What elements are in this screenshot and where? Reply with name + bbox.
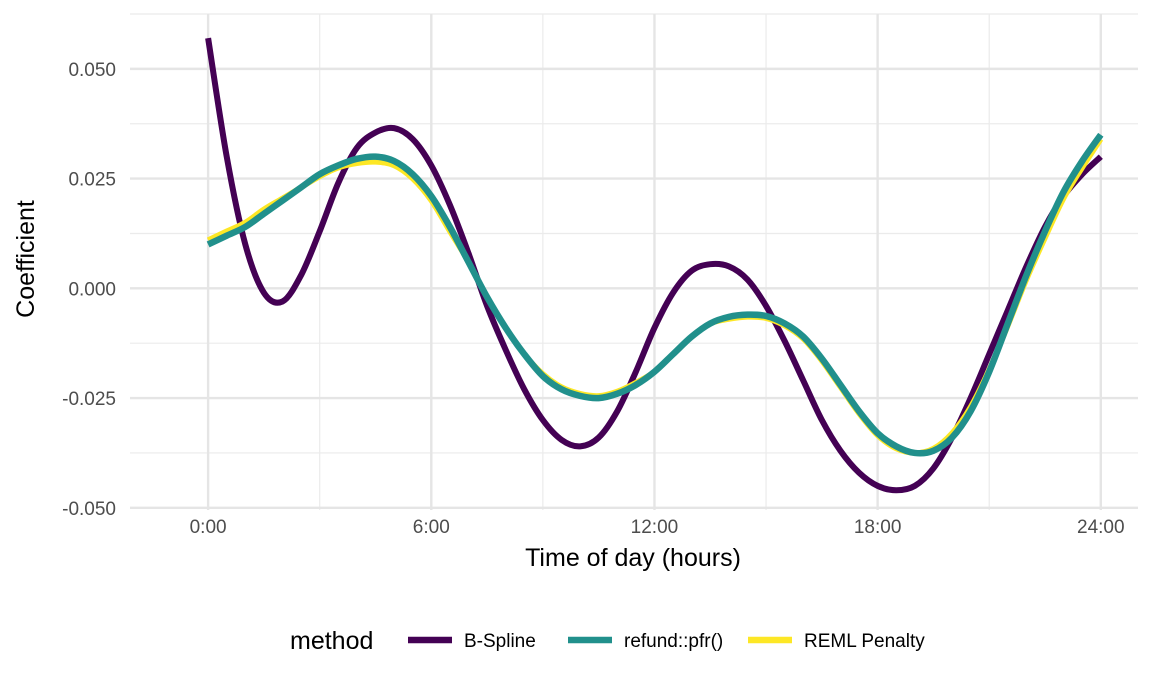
legend-label: REML Penalty <box>804 631 925 652</box>
y-tick-label: -0.050 <box>62 499 116 520</box>
legend: method B-Spline refund::pfr() REML Penalty <box>290 627 925 655</box>
minor-gridlines <box>130 13 1138 510</box>
y-axis-tick-labels: 0.050 0.025 0.000 -0.025 -0.050 <box>62 60 116 520</box>
y-tick-label: -0.025 <box>62 389 116 410</box>
x-tick-label: 6:00 <box>413 517 450 538</box>
series-line-refund-pfr <box>206 132 1104 457</box>
legend-title: method <box>290 627 373 655</box>
legend-label: B-Spline <box>464 631 536 652</box>
x-tick-label: 18:00 <box>854 517 902 538</box>
x-tick-label: 0:00 <box>190 517 227 538</box>
y-tick-label: 0.050 <box>68 60 116 81</box>
legend-label: refund::pfr() <box>624 631 723 652</box>
y-tick-label: 0.000 <box>68 279 116 300</box>
major-gridlines <box>130 14 1138 510</box>
x-axis-tick-labels: 0:00 6:00 12:00 18:00 24:00 <box>190 517 1125 538</box>
x-tick-label: 12:00 <box>631 517 679 538</box>
series-lines <box>205 37 1104 494</box>
x-tick-label: 24:00 <box>1077 517 1125 538</box>
y-tick-label: 0.025 <box>68 170 116 191</box>
x-axis-title: Time of day (hours) <box>525 544 741 572</box>
y-axis-title: Coefficient <box>12 200 40 318</box>
